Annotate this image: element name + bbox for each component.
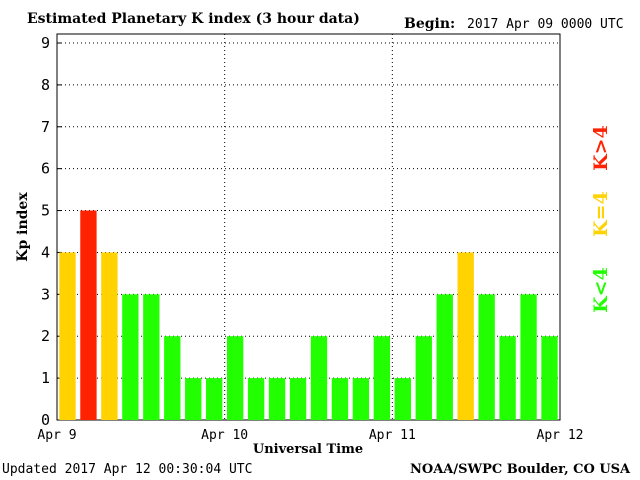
kp-bar	[289, 378, 307, 420]
begin-label: Begin:	[404, 16, 455, 32]
y-tick-label: 3	[41, 285, 50, 303]
y-tick-label: 4	[41, 243, 50, 261]
kp-bar	[185, 378, 202, 420]
begin-value: 2017 Apr 09 0000 UTC	[467, 17, 624, 32]
kp-bar	[478, 294, 495, 420]
bars-group	[59, 210, 558, 420]
kp-bar	[268, 378, 286, 420]
kp-bar	[247, 378, 265, 420]
kp-bar	[164, 336, 181, 420]
updated-timestamp: Updated 2017 Apr 12 00:30:04 UTC	[2, 462, 252, 477]
x-tick-label: Apr 11	[369, 428, 416, 443]
kp-bar	[394, 378, 411, 420]
kp-bar	[331, 378, 349, 420]
kp-bar	[310, 336, 328, 420]
kp-bar	[499, 336, 516, 420]
x-tick-label: Apr 12	[537, 428, 584, 443]
y-tick-label: 9	[41, 34, 50, 52]
y-tick-label: 8	[41, 76, 50, 94]
y-tick-label: 2	[41, 327, 50, 345]
y-tick-label: 7	[41, 118, 50, 136]
y-axis-label: Kp index	[15, 192, 31, 262]
kp-bar	[122, 294, 139, 420]
kp-bar	[226, 336, 244, 420]
y-tick-label: 0	[41, 411, 50, 429]
kp-bar	[59, 252, 76, 420]
kp-bar	[520, 294, 537, 420]
kp-bar	[373, 336, 391, 420]
kp-bar	[206, 378, 223, 420]
y-tick-label: 6	[41, 160, 50, 178]
legend-below: K<4	[590, 267, 612, 313]
kp-bar	[415, 336, 432, 420]
x-axis-label: Universal Time	[253, 442, 363, 457]
legend-above: K>4	[590, 125, 612, 171]
kp-bar	[436, 294, 453, 420]
kp-bar	[541, 336, 558, 420]
y-tick-labels: 0 1 2 3 4 5 6 7 8 9	[41, 34, 50, 429]
kp-bar	[457, 252, 474, 420]
x-tick-labels: Apr 9 Apr 10 Apr 11 Apr 12	[37, 428, 583, 443]
kp-bar	[143, 294, 160, 420]
legend-equal: K=4	[590, 191, 612, 237]
x-tick-label: Apr 9	[37, 428, 76, 443]
kp-bar	[80, 210, 97, 420]
plot-frame	[56, 33, 561, 421]
x-tick-label: Apr 10	[201, 428, 248, 443]
chart-title: Estimated Planetary K index (3 hour data…	[27, 11, 360, 27]
kp-bar	[352, 378, 370, 420]
credit-text: NOAA/SWPC Boulder, CO USA	[410, 462, 631, 477]
y-tick-label: 1	[41, 369, 50, 387]
y-tick-label: 5	[41, 202, 50, 220]
kp-bar	[101, 252, 118, 420]
